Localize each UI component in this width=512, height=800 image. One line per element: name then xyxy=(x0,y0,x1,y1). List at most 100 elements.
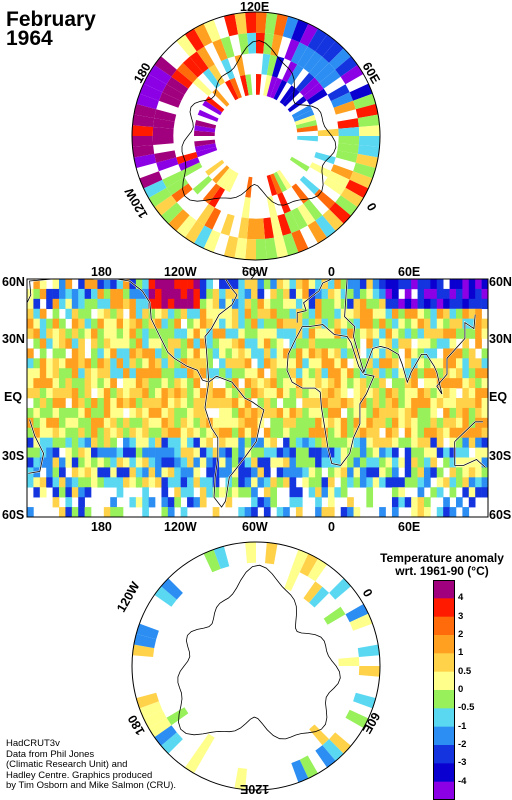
anomaly-cell xyxy=(443,338,450,349)
anomaly-cell xyxy=(455,318,463,329)
anomaly-cell xyxy=(295,318,303,329)
anomaly-cell xyxy=(167,467,175,478)
anomaly-cell xyxy=(423,447,431,458)
polar-cell xyxy=(282,88,300,107)
anomaly-cell xyxy=(391,487,399,498)
polar-cell xyxy=(315,745,336,768)
anomaly-cell xyxy=(155,358,162,369)
anomaly-cell xyxy=(142,487,149,498)
anomaly-cell xyxy=(353,398,361,409)
anomaly-cell xyxy=(366,477,374,488)
anomaly-cell xyxy=(78,497,85,508)
polar-cell xyxy=(208,64,225,86)
anomaly-cell xyxy=(353,288,361,300)
anomaly-cell xyxy=(167,338,175,349)
anomaly-cell xyxy=(315,298,322,310)
anomaly-cell xyxy=(142,477,149,488)
polar-cell xyxy=(290,42,308,65)
anomaly-cell xyxy=(244,388,252,399)
anomaly-cell xyxy=(321,398,329,409)
anomaly-cell xyxy=(193,477,201,488)
credit-line-1: HadCRUT3v xyxy=(6,738,60,749)
anomaly-cell xyxy=(340,447,348,458)
anomaly-cell xyxy=(379,318,386,329)
anomaly-cell xyxy=(231,388,239,399)
anomaly-cell xyxy=(71,507,79,518)
anomaly-cell xyxy=(379,467,386,478)
polar-cell xyxy=(335,56,358,77)
anomaly-cell xyxy=(423,368,431,379)
anomaly-cell xyxy=(180,348,188,359)
anomaly-cell xyxy=(206,279,213,290)
anomaly-cell xyxy=(417,298,425,310)
anomaly-cell xyxy=(65,427,73,438)
anomaly-cell xyxy=(193,358,201,369)
anomaly-cell xyxy=(475,378,482,389)
anomaly-cell xyxy=(257,288,265,300)
anomaly-cell xyxy=(270,338,278,349)
anomaly-cell xyxy=(353,467,361,478)
anomaly-cell xyxy=(366,308,374,319)
anomaly-cell xyxy=(353,348,361,359)
anomaly-cell xyxy=(110,427,117,438)
legend-label: -3 xyxy=(458,757,467,769)
anomaly-cell xyxy=(180,378,188,389)
anomaly-cell xyxy=(417,457,425,468)
anomaly-cell xyxy=(366,497,374,508)
polar-cell xyxy=(349,83,373,101)
anomaly-cell xyxy=(59,417,66,429)
anomaly-cell xyxy=(46,398,53,409)
anomaly-cell xyxy=(455,398,463,409)
anomaly-cell xyxy=(302,368,310,379)
anomaly-cell xyxy=(385,447,393,458)
polar-cell xyxy=(291,229,309,253)
anomaly-cell xyxy=(155,368,162,379)
anomaly-cell xyxy=(97,447,105,458)
anomaly-cell xyxy=(475,388,482,399)
anomaly-cell xyxy=(167,477,175,488)
anomaly-cell xyxy=(347,467,354,478)
anomaly-cell xyxy=(231,318,239,329)
anomaly-cell xyxy=(155,427,162,438)
anomaly-cell xyxy=(302,288,310,300)
anomaly-cell xyxy=(174,358,181,369)
anomaly-cell xyxy=(148,417,156,429)
anomaly-cell xyxy=(327,487,335,498)
anomaly-cell xyxy=(289,447,297,458)
anomaly-cell xyxy=(327,348,335,359)
lon-label-top-180: 180 xyxy=(91,265,112,279)
anomaly-cell xyxy=(225,338,233,349)
anomaly-cell xyxy=(238,398,245,409)
anomaly-cell xyxy=(199,497,207,508)
polar-cell xyxy=(153,118,175,129)
anomaly-cell xyxy=(449,388,457,399)
credit-line-3: (Climatic Research Unit) and xyxy=(6,759,128,770)
anomaly-cell xyxy=(78,477,85,488)
anomaly-cell xyxy=(449,279,457,290)
anomaly-cell xyxy=(295,298,303,310)
anomaly-cell xyxy=(302,477,310,488)
anomaly-cell xyxy=(308,407,316,419)
anomaly-cell xyxy=(321,388,329,399)
anomaly-cell xyxy=(347,417,354,429)
anomaly-cell xyxy=(359,447,367,458)
anomaly-cell xyxy=(379,348,386,359)
anomaly-cell xyxy=(289,398,297,409)
anomaly-cell xyxy=(52,437,60,448)
polar-cell xyxy=(353,162,376,179)
anomaly-cell xyxy=(308,457,316,468)
anomaly-cell xyxy=(231,487,239,498)
anomaly-cell xyxy=(359,328,367,339)
anomaly-cell xyxy=(91,417,98,429)
anomaly-cell xyxy=(270,288,278,300)
legend-swatch xyxy=(433,580,455,599)
anomaly-cell xyxy=(289,298,297,310)
anomaly-cell xyxy=(353,298,361,310)
anomaly-cell xyxy=(366,378,374,389)
anomaly-cell xyxy=(206,447,213,458)
anomaly-cell xyxy=(148,358,156,369)
anomaly-cell xyxy=(174,487,181,498)
anomaly-cell xyxy=(225,298,233,310)
anomaly-cell xyxy=(430,328,438,339)
anomaly-cell xyxy=(180,328,188,339)
